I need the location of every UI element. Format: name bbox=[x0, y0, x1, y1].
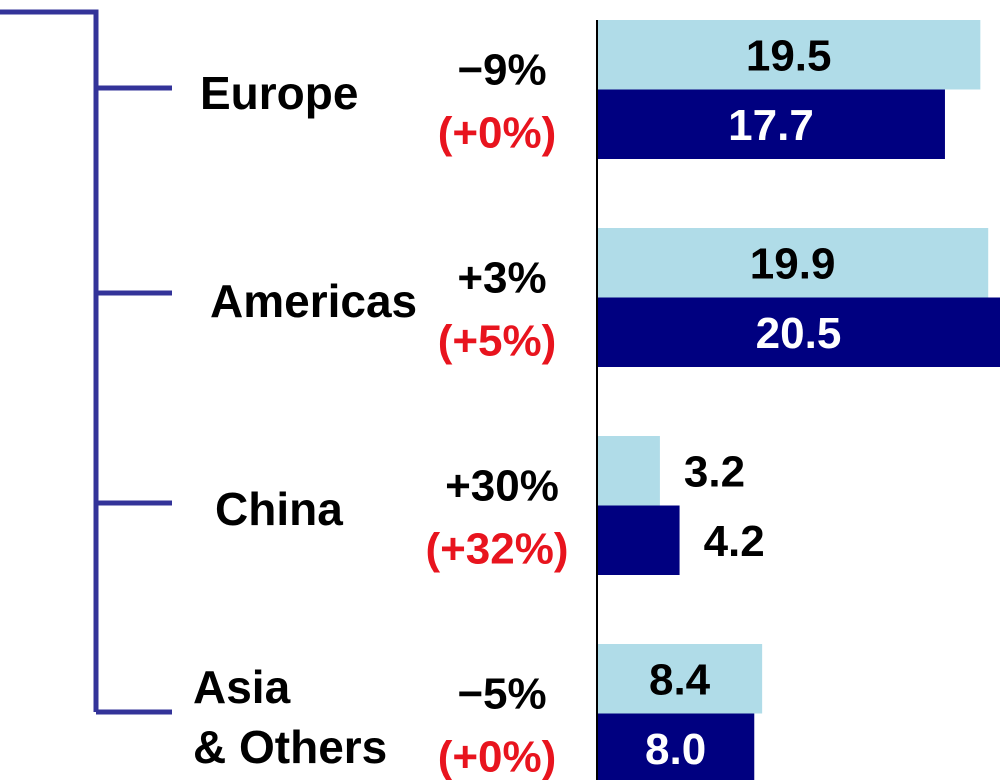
value-label: 3.2 bbox=[684, 447, 745, 496]
bar bbox=[597, 644, 763, 714]
tree bbox=[0, 9, 172, 715]
value-label: 8.0 bbox=[645, 725, 706, 774]
category-label: China bbox=[215, 483, 343, 535]
bar bbox=[597, 505, 680, 575]
value-label: 8.4 bbox=[649, 655, 711, 704]
category-label: Americas bbox=[210, 275, 418, 327]
bar bbox=[597, 436, 660, 506]
value-label: 19.5 bbox=[746, 31, 832, 80]
change-local-label: (+0%) bbox=[438, 109, 557, 158]
value-label: 17.7 bbox=[728, 101, 814, 150]
change-local-label: (+0%) bbox=[438, 733, 557, 780]
value-label: 4.2 bbox=[704, 517, 765, 566]
bar bbox=[597, 20, 981, 90]
bar bbox=[597, 89, 945, 159]
category-label: Asia & Others bbox=[193, 661, 388, 773]
value-label: 20.5 bbox=[756, 309, 842, 358]
change-label: −9% bbox=[457, 46, 546, 95]
bar bbox=[597, 228, 989, 298]
change-label: +30% bbox=[445, 462, 559, 511]
bar bbox=[597, 713, 755, 780]
category-label: Europe bbox=[200, 67, 359, 119]
tree-trunk bbox=[0, 9, 99, 712]
change-label: −5% bbox=[457, 670, 546, 719]
bar bbox=[597, 297, 1000, 367]
change-label: +3% bbox=[457, 254, 546, 303]
value-label: 19.9 bbox=[750, 239, 836, 288]
change-local-label: (+32%) bbox=[425, 525, 568, 574]
change-local-label: (+5%) bbox=[438, 317, 557, 366]
